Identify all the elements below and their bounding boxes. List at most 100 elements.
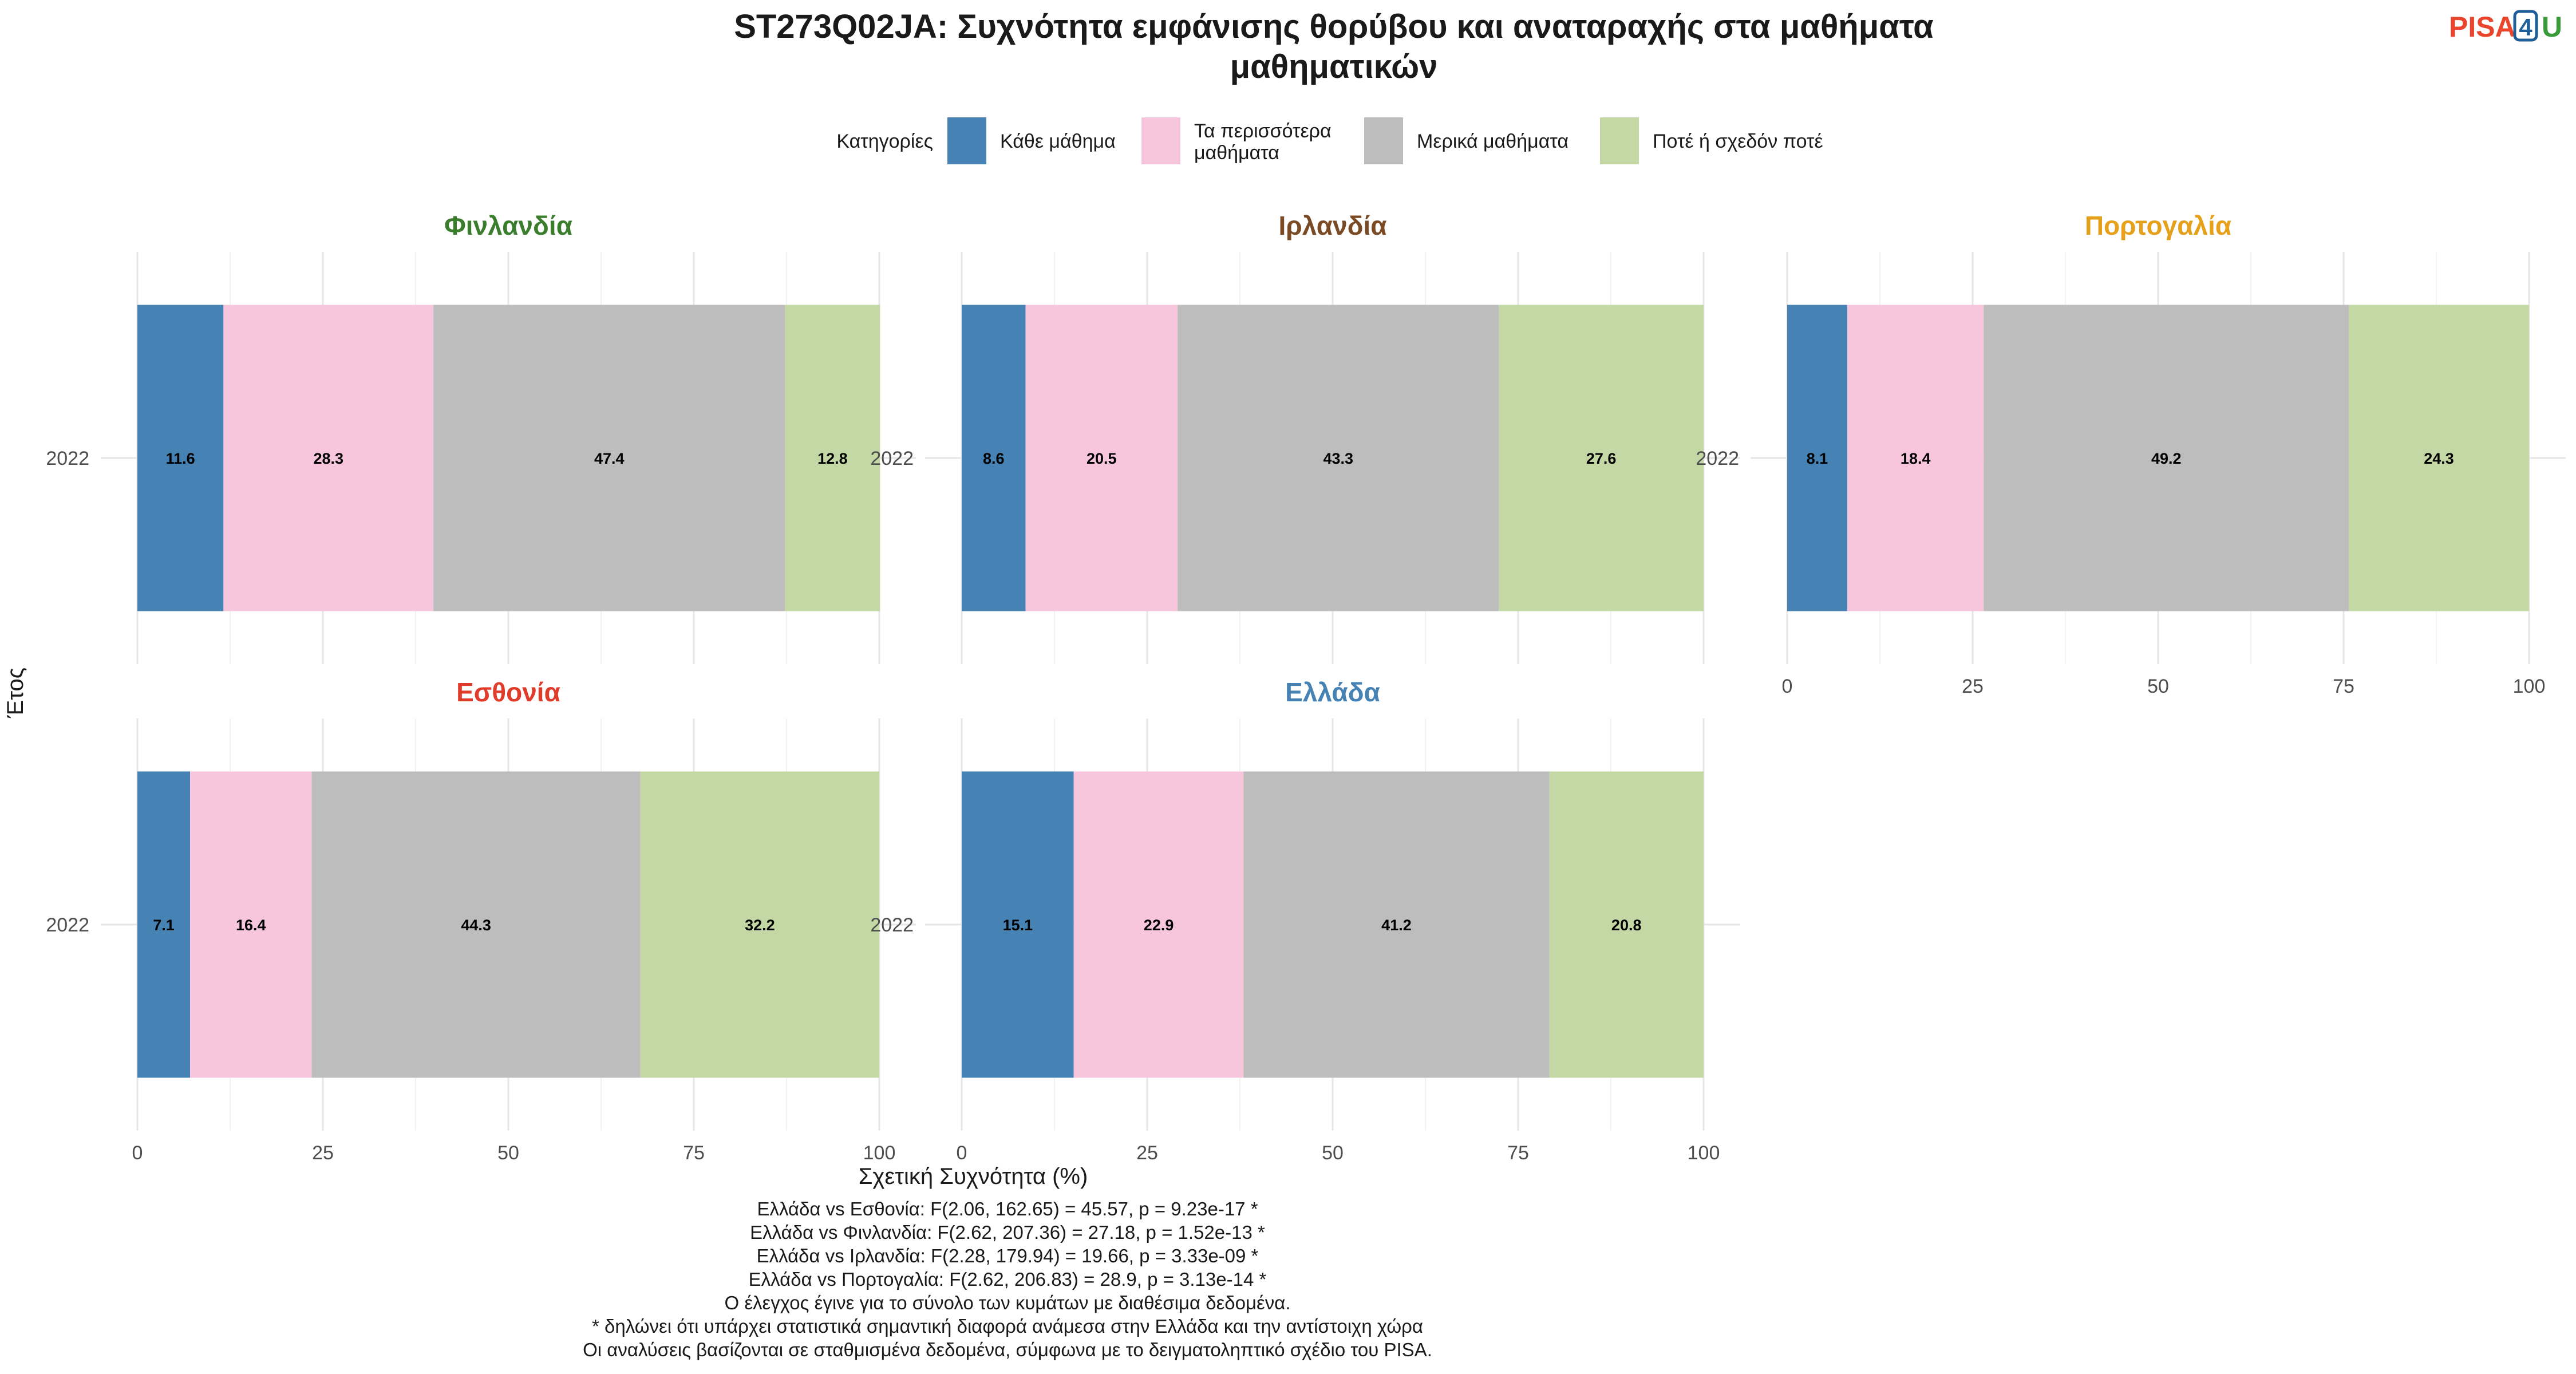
x-tick-label-4: 75 [2333,676,2354,697]
footnote-line-4: Ελλάδα vs Πορτογαλία: F(2.62, 206.83) = … [749,1269,1267,1290]
bar-segment-2 [1025,305,1178,611]
bar-segment-2 [223,305,434,611]
x-tick-label-3: 50 [2147,676,2169,697]
logo-text-pisa: PISA [2449,11,2516,43]
legend-label-4: Ποτέ ή σχεδόν ποτέ [1653,131,1823,152]
data-label-1: 11.6 [166,450,195,467]
bar-segment-3 [1243,771,1550,1078]
data-label-4: 24.3 [2424,450,2454,467]
x-tick-label-2: 25 [1136,1142,1158,1164]
data-label-4: 27.6 [1586,450,1617,467]
pisa4u-logo: PISA 4 U [2449,10,2562,43]
panel-3: Πορτογαλία 2022 8.1 18.4 49.2 24.3 0 25 50 75 100 [1696,211,2566,697]
legend: Κατηγορίες Κάθε μάθημα Τα περισσότεραμαθή… [836,117,1823,164]
footnote-line-7: Οι αναλύσεις βασίζονται σε σταθμισμένα δ… [583,1339,1432,1360]
legend-swatch-2 [1141,117,1180,164]
x-tick-label-3: 50 [1322,1142,1344,1164]
legend-label-1: Κάθε μάθημα [1000,131,1116,152]
data-label-1: 8.6 [983,450,1005,467]
legend-label-3: Μερικά μαθήματα [1417,131,1568,152]
x-tick-label-2: 25 [1962,676,1984,697]
x-tick-label-1: 0 [132,1142,143,1164]
data-label-1: 15.1 [1003,917,1033,934]
panel-title: Ιρλανδία [1278,211,1386,240]
y-tick-label: 2022 [46,448,89,469]
logo-box [2513,10,2538,42]
bar-segment-1 [962,771,1074,1078]
bar-segment-1 [962,305,1026,611]
bar-segment-3 [311,771,641,1078]
x-tick-label-1: 0 [957,1142,967,1164]
bar-segment-4 [2349,305,2529,611]
chart-title-line-1: ST273Q02JA: Συχνότητα εμφάνισης θορύβου … [734,8,1934,45]
data-label-1: 7.1 [153,917,175,934]
footnote-line-1: Ελλάδα vs Εσθονία: F(2.06, 162.65) = 45.… [757,1198,1258,1219]
panel-1: Φινλανδία 2022 11.6 28.3 47.4 12.8 [46,211,916,664]
data-label-3: 44.3 [461,917,491,934]
x-tick-label-4: 75 [683,1142,705,1164]
data-label-3: 43.3 [1323,450,1353,467]
legend-swatch-4 [1600,117,1639,164]
bar-segment-4 [1499,305,1704,611]
panel-4: Εσθονία 2022 7.1 16.4 44.3 32.2 0 25 50 75 100 [46,677,916,1164]
legend-title: Κατηγορίες [836,131,933,152]
x-tick-label-3: 50 [497,1142,519,1164]
y-tick-label: 2022 [1696,448,1739,469]
footnote-line-2: Ελλάδα vs Φινλανδία: F(2.62, 207.36) = 2… [750,1222,1265,1243]
y-tick-label: 2022 [870,448,914,469]
bar-segment-3 [433,305,785,611]
data-label-4: 32.2 [745,917,775,934]
x-tick-label-2: 25 [312,1142,334,1164]
data-label-2: 16.4 [236,917,266,934]
legend-swatch-1 [947,117,986,164]
legend-label-2-line-1: Τα περισσότερα [1194,120,1332,142]
data-label-3: 41.2 [1381,917,1412,934]
bar-segment-1 [137,305,224,611]
data-label-2: 28.3 [313,450,343,467]
bar-segment-2 [190,771,312,1078]
y-tick-label: 2022 [870,914,914,936]
x-tick-label-1: 0 [1782,676,1793,697]
footnote-line-3: Ελλάδα vs Ιρλανδία: F(2.28, 179.94) = 19… [757,1245,1259,1266]
panel-title: Πορτογαλία [2085,211,2231,240]
x-tick-label-4: 75 [1507,1142,1529,1164]
data-label-1: 8.1 [1807,450,1828,467]
data-label-2: 18.4 [1901,450,1931,467]
x-tick-label-5: 100 [1688,1142,1720,1164]
logo-text-4: 4 [2519,14,2532,41]
data-label-4: 20.8 [1611,917,1642,934]
panel-title: Φινλανδία [444,211,572,240]
data-label-4: 12.8 [817,450,848,467]
bar-segment-1 [137,771,191,1078]
data-label-3: 49.2 [2151,450,2182,467]
panel-title: Εσθονία [456,677,560,707]
bar-segment-4 [640,771,879,1078]
bar-segment-3 [1984,305,2349,611]
y-tick-label: 2022 [46,914,89,936]
legend-swatch-3 [1364,117,1403,164]
logo-text-u: U [2542,11,2562,43]
footnote-line-6: * δηλώνει ότι υπάρχει στατιστικά σημαντι… [592,1316,1423,1337]
legend-label-2-line-2: μαθήματα [1194,142,1279,164]
panel-5: Ελλάδα 2022 15.1 22.9 41.2 20.8 0 25 50 75 100 [870,677,1740,1164]
panel-2: Ιρλανδία 2022 8.6 20.5 43.3 27.6 [870,211,1740,664]
x-axis-title: Σχετική Συχνότητα (%) [859,1164,1088,1189]
x-tick-label-5: 100 [2513,676,2546,697]
bar-segment-2 [1847,305,1984,611]
data-label-2: 20.5 [1086,450,1117,467]
y-axis-title: Έτος [3,668,28,718]
data-label-2: 22.9 [1144,917,1174,934]
bar-segment-3 [1178,305,1499,611]
x-tick-label-5: 100 [863,1142,896,1164]
data-label-3: 47.4 [594,450,625,467]
panels: Φινλανδία 2022 11.6 28.3 47.4 12.8 Ιρλανδία 202… [46,211,2566,1164]
bar-segment-4 [1549,771,1704,1078]
bar-segment-1 [1787,305,1847,611]
bar-segment-4 [785,305,880,611]
chart-title-line-2: μαθηματικών [1230,48,1438,85]
panel-title: Ελλάδα [1285,677,1380,707]
footnotes: Ελλάδα vs Εσθονία: F(2.06, 162.65) = 45.… [583,1198,1432,1360]
bar-segment-2 [1073,771,1244,1078]
